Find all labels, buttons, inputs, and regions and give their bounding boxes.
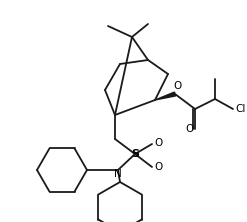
Polygon shape <box>155 92 176 100</box>
Text: O: O <box>185 124 193 134</box>
Text: S: S <box>131 149 139 159</box>
Text: O: O <box>154 162 162 172</box>
Text: Cl: Cl <box>236 104 246 114</box>
Text: O: O <box>154 138 162 148</box>
Text: O: O <box>173 81 181 91</box>
Text: N: N <box>114 169 122 179</box>
